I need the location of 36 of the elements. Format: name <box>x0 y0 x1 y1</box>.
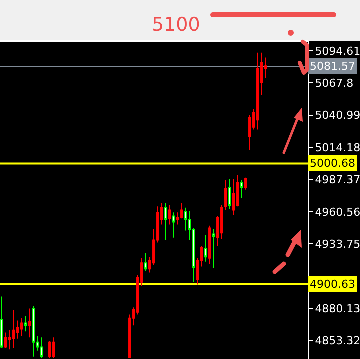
ref-line-label: 5000.68 <box>310 157 356 170</box>
y-tick-label: 5040.99 <box>315 109 360 122</box>
y-tick-label: 4933.75 <box>315 238 360 252</box>
candlestick <box>244 177 248 190</box>
y-tick-label: 5094.61 <box>315 44 360 58</box>
candlestick <box>52 337 56 359</box>
text: 5100 <box>152 14 200 36</box>
y-tick-label: 4880.13 <box>315 302 360 316</box>
candlestick <box>240 180 244 199</box>
candlestick <box>228 178 232 210</box>
candlestick <box>232 178 236 216</box>
y-tick-label: 4987.37 <box>315 174 360 187</box>
candlestick <box>32 306 36 358</box>
candlestick <box>24 315 28 332</box>
candlestick <box>224 180 228 211</box>
candlestick <box>208 225 212 265</box>
candlestick <box>144 253 148 272</box>
ref-line-label: 4900.63 <box>310 278 356 291</box>
candlestick <box>0 296 4 349</box>
candlestick <box>164 202 168 241</box>
candlestick <box>4 332 8 349</box>
candlestick <box>48 340 52 359</box>
candlestick <box>12 309 16 349</box>
y-tick-label: 4960.56 <box>315 206 360 219</box>
candlestick <box>204 235 208 262</box>
y-tick-label: 5014.18 <box>315 141 360 154</box>
candlestick <box>212 228 216 268</box>
candlestick <box>172 212 176 238</box>
candlestick <box>40 337 44 359</box>
ref-line-label: 5081.57 <box>310 60 356 73</box>
y-tick-label: 5067.8 <box>315 77 354 90</box>
candlestick <box>168 204 172 226</box>
candlestick <box>20 318 24 337</box>
candlestick <box>256 52 260 130</box>
y-tick-label: 4853.32 <box>315 334 360 348</box>
candlestick <box>28 308 32 338</box>
